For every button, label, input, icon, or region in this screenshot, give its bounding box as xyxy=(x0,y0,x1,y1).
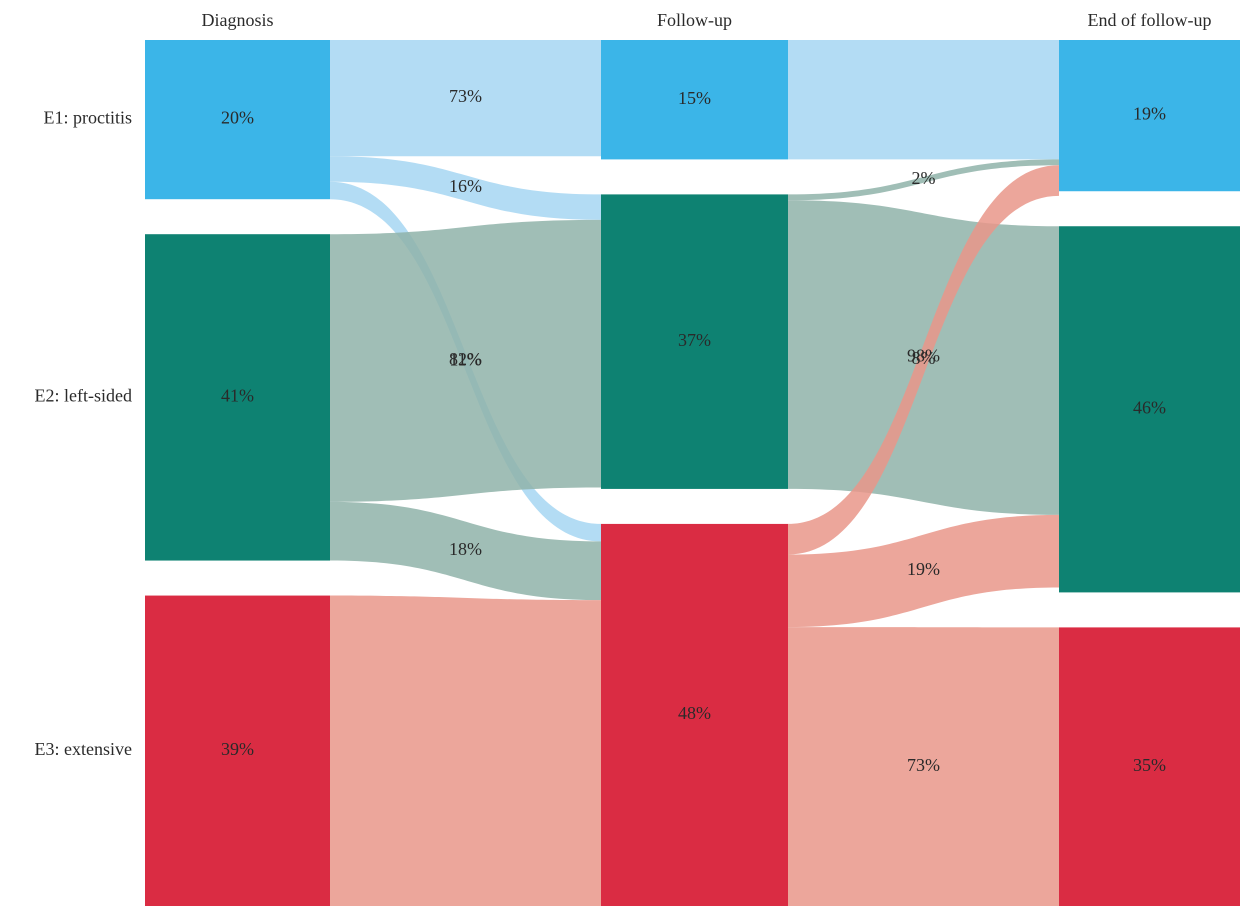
node-label: 46% xyxy=(1133,397,1166,417)
flow xyxy=(788,165,1059,555)
stage-label: Follow-up xyxy=(657,10,732,30)
node-label: 41% xyxy=(221,386,254,406)
flow xyxy=(788,159,1059,201)
node xyxy=(145,595,330,906)
stage-label: Diagnosis xyxy=(202,10,274,30)
flow xyxy=(330,595,601,906)
node-label: 15% xyxy=(678,88,711,108)
flow xyxy=(330,219,601,502)
flow-label: 19% xyxy=(907,559,940,579)
flow xyxy=(330,40,601,157)
node-label: 19% xyxy=(1133,104,1166,124)
flow-label: 11% xyxy=(449,350,481,370)
node xyxy=(601,40,788,160)
flow xyxy=(788,40,1059,160)
flow xyxy=(330,156,601,220)
flow-label: 73% xyxy=(907,755,940,775)
category-label: E2: left-sided xyxy=(35,386,132,406)
flow-label: 18% xyxy=(449,539,482,559)
node xyxy=(601,194,788,489)
node-label: 37% xyxy=(678,330,711,350)
node xyxy=(1059,40,1240,192)
node xyxy=(145,234,330,561)
node xyxy=(1059,627,1240,906)
flow-label: 82% xyxy=(449,349,482,369)
category-label: E1: proctitis xyxy=(44,108,133,128)
node xyxy=(601,523,788,906)
flow xyxy=(330,501,601,601)
flow-label: 2% xyxy=(912,168,936,188)
node-label: 20% xyxy=(221,108,254,128)
flow xyxy=(788,514,1059,628)
stage-label: End of follow-up xyxy=(1088,10,1212,30)
category-label: E3: extensive xyxy=(35,739,132,759)
node-label: 35% xyxy=(1133,755,1166,775)
node-label: 48% xyxy=(678,703,711,723)
flow-label: 73% xyxy=(449,86,482,106)
node xyxy=(145,40,330,200)
flow-label: 8% xyxy=(912,348,936,368)
flow-label: 98% xyxy=(907,346,940,366)
node-label: 39% xyxy=(221,739,254,759)
flow xyxy=(788,627,1059,906)
node xyxy=(1059,226,1240,593)
flow-label: 16% xyxy=(449,176,482,196)
